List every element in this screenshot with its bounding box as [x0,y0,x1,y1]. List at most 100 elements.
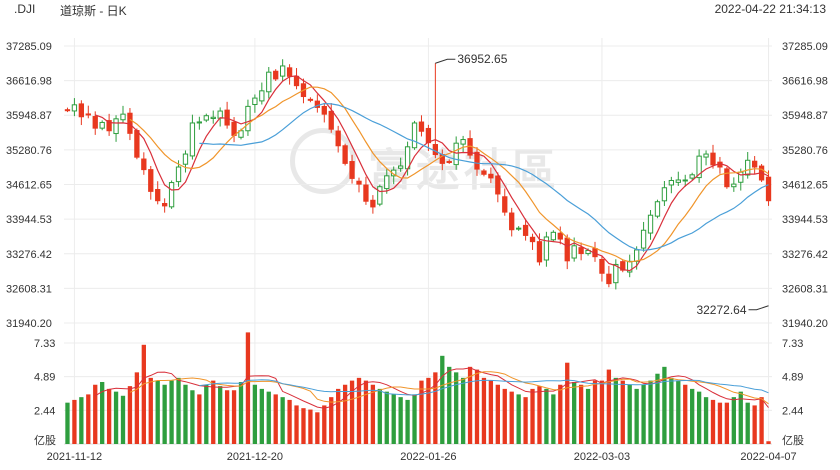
volume-ma5-line [94,367,769,409]
candle-body [175,166,182,183]
price-tick-right: 36616.98 [782,76,828,88]
candle-body [252,97,258,106]
volume-bar [190,390,195,444]
candle-body [78,103,85,118]
candle-body [335,130,341,147]
high-annotation-leader [435,58,456,64]
candle-body [349,161,355,179]
candle-body [710,152,716,166]
volume-bar [578,384,584,444]
volume-bar [308,409,313,444]
candle-body [731,183,737,188]
candle-body [217,110,223,119]
volume-bar [252,384,258,444]
volume-bar [86,394,91,444]
candle-body [515,227,522,230]
price-tick-left: 31940.20 [6,318,52,330]
candle-body [418,121,425,132]
price-tick-right: 37285.09 [782,41,828,53]
volume-bar [662,366,667,444]
volume-bar [530,388,535,444]
candle-body [432,144,439,156]
candle-body [266,71,272,93]
volume-bar [433,372,438,444]
price-tick-left: 32608.31 [6,283,52,295]
candle-body [578,247,584,255]
chart-header: .DJI 道琼斯 - 日K 2022-04-22 21:34:13 [0,0,840,20]
candle-body [85,113,91,116]
candle-body [356,180,362,185]
candle-body [141,158,147,171]
candle-body [654,201,661,217]
candle-body [689,174,695,179]
candle-body [245,105,251,132]
volume-bar [106,388,112,444]
volume-bar [169,380,174,444]
candle-body [460,139,466,145]
volume-bar [315,412,320,444]
volume-bar [426,377,431,444]
candle-body [342,145,348,164]
volume-bar [336,388,341,444]
candle-body [765,176,772,202]
volume-bar [752,405,757,444]
candle-body [210,116,216,120]
volume-bar [516,394,521,444]
volume-bar [113,391,119,444]
volume-bar [384,391,389,444]
volume-bar [648,380,653,444]
price-tick-left: 35280.76 [6,145,52,157]
volume-bar [197,394,202,444]
volume-bar [460,377,466,444]
date-tick: 2021-11-12 [47,451,102,463]
candle-body [696,155,702,179]
price-tick-right: 35280.76 [782,145,828,157]
volume-bar [509,391,514,444]
candle-body [161,203,168,207]
candle-body [481,170,487,175]
volume-bar [120,395,126,444]
volume-unit-right: 亿股 [782,434,804,447]
volume-bar [231,390,237,444]
volume-bar [690,388,695,444]
volume-bar [495,384,500,444]
volume-tick-left: 7.33 [34,338,55,350]
volume-tick-left: 2.44 [34,405,55,417]
candle-body [168,182,175,208]
volume-bar [467,366,473,444]
volume-bar [551,394,556,444]
volume-ma20-line [199,379,769,396]
candle-body [411,122,418,149]
volume-bar [224,390,230,444]
volume-bar [766,441,771,444]
candle-body [647,214,654,234]
volume-bar [412,394,417,444]
candle-body [307,98,314,101]
candle-body [509,212,515,231]
volume-bar [322,405,327,444]
volume-bar [710,399,716,444]
volume-bar [370,384,376,444]
volume-bar [356,377,362,444]
candle-body [314,100,321,108]
volume-bar [606,369,612,444]
volume-bar [544,388,549,444]
candle-body [668,179,675,186]
volume-bar [301,408,306,444]
volume-bar [599,380,605,444]
candle-body [328,110,334,130]
date-tick: 2022-01-26 [400,451,456,463]
candle-body [370,199,376,208]
candle-body [384,175,390,190]
volume-bar [273,394,278,444]
candle-body [106,120,112,132]
volume-bar [523,397,528,444]
price-tick-left: 36616.98 [6,76,52,88]
volume-bar [447,366,452,444]
candle-body [613,263,619,284]
volume-bar [703,397,709,444]
volume-bar [72,399,77,444]
ma5-line [94,75,769,272]
volume-bar [440,355,445,444]
